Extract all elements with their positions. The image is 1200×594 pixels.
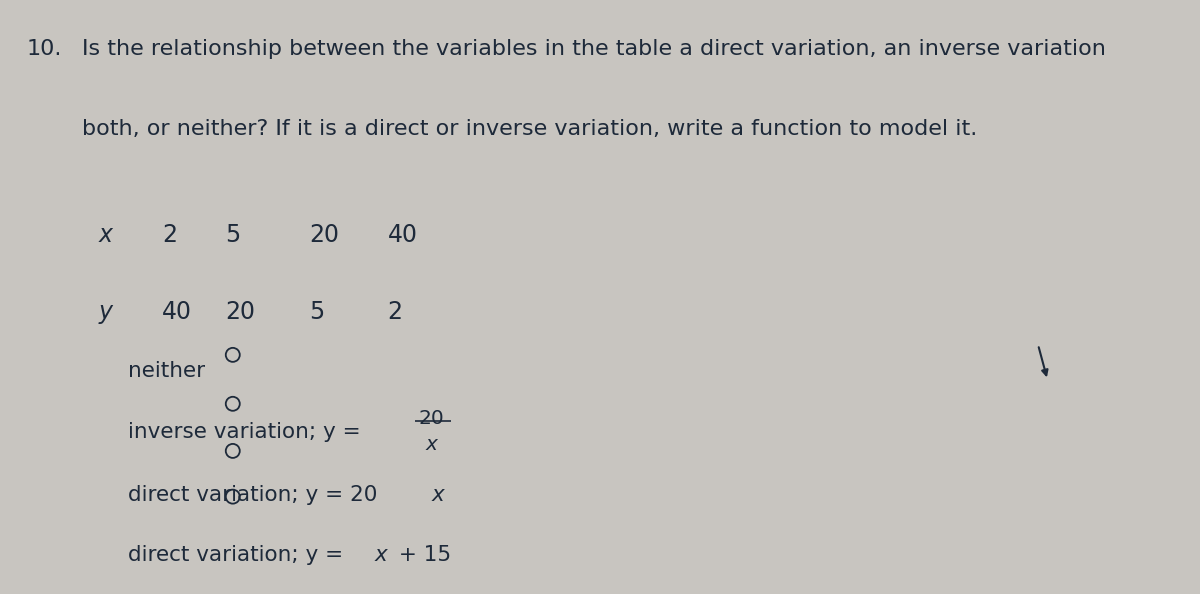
Text: 20: 20: [310, 223, 340, 247]
Text: 40: 40: [162, 300, 192, 324]
Text: 2: 2: [162, 223, 178, 247]
Text: both, or neither? If it is a direct or inverse variation, write a function to mo: both, or neither? If it is a direct or i…: [82, 119, 977, 139]
Text: Is the relationship between the variables in the table a direct variation, an in: Is the relationship between the variable…: [82, 39, 1105, 59]
Text: 20: 20: [419, 409, 444, 428]
Text: 5: 5: [226, 223, 241, 247]
Text: direct variation; y = 20: direct variation; y = 20: [128, 485, 378, 505]
Text: 10.: 10.: [26, 39, 61, 59]
Text: inverse variation; y =: inverse variation; y =: [128, 422, 368, 442]
Text: direct variation; y =: direct variation; y =: [128, 545, 350, 565]
Text: neither: neither: [128, 361, 205, 381]
Text: 5: 5: [310, 300, 325, 324]
Text: x: x: [374, 545, 388, 565]
Text: 40: 40: [388, 223, 418, 247]
Text: x: x: [98, 223, 113, 247]
Text: 20: 20: [226, 300, 256, 324]
Text: + 15: + 15: [392, 545, 451, 565]
Text: x: x: [432, 485, 445, 505]
Text: x: x: [426, 435, 438, 454]
Text: 2: 2: [388, 300, 403, 324]
Text: y: y: [98, 300, 113, 324]
